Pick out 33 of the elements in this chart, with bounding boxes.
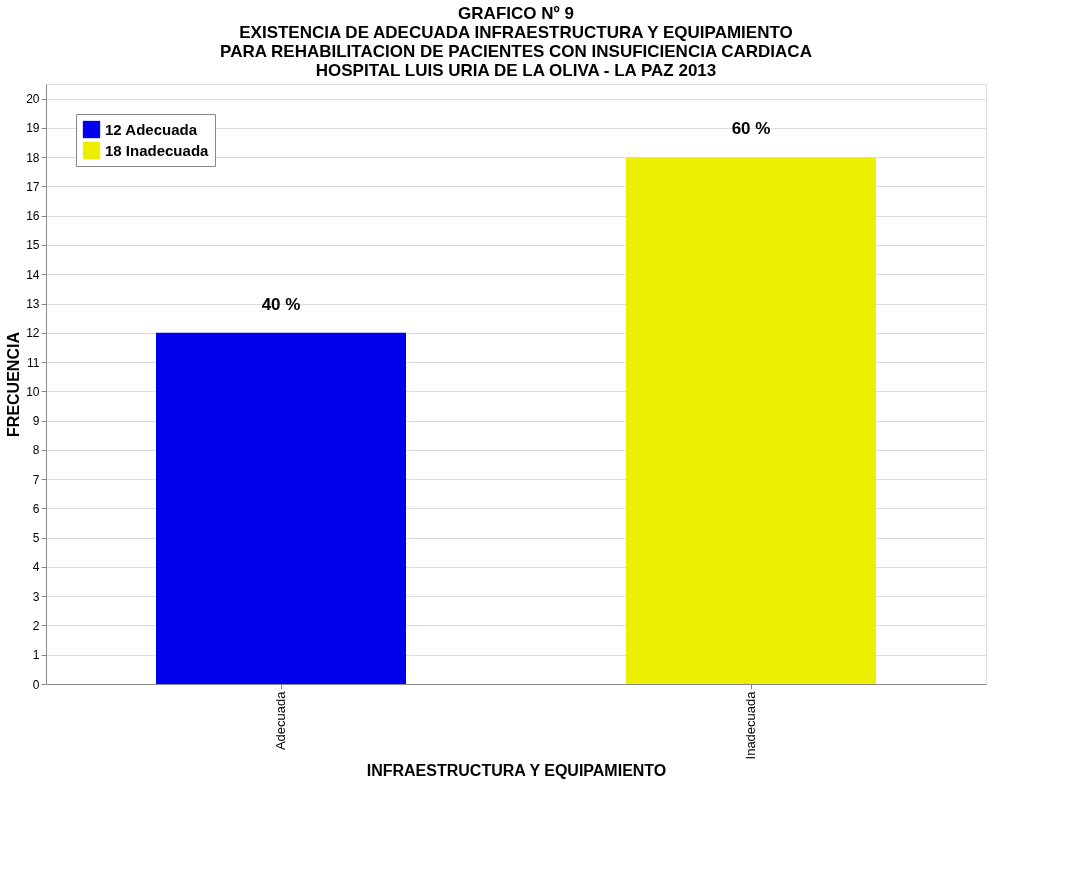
y-tick-label: 2 bbox=[32, 618, 40, 633]
y-tick-label: 16 bbox=[26, 209, 40, 224]
legend-label: 18 Inadecuada bbox=[105, 141, 210, 159]
y-tick-label: 14 bbox=[26, 267, 40, 282]
legend-label: 12 Adecuada bbox=[105, 120, 198, 138]
y-tick-label: 9 bbox=[32, 414, 40, 429]
y-tick-label: 17 bbox=[26, 179, 40, 194]
x-tick-label: Adecuada bbox=[273, 690, 288, 751]
y-tick-label: 10 bbox=[26, 384, 40, 399]
y-tick-label: 7 bbox=[32, 472, 40, 487]
x-axis-title: INFRAESTRUCTURA Y EQUIPAMIENTO bbox=[366, 762, 667, 780]
y-tick-label: 3 bbox=[32, 589, 40, 604]
y-tick-label: 0 bbox=[32, 677, 40, 692]
x-tick-label: Inadecuada bbox=[743, 690, 758, 760]
y-tick-label: 8 bbox=[32, 443, 40, 458]
y-tick-label: 6 bbox=[32, 501, 40, 516]
text: HOSPITAL LUIS URIA DE LA OLIVA - LA PAZ 2013 bbox=[315, 61, 717, 80]
y-tick-label: 4 bbox=[32, 560, 40, 575]
y-tick-label: 19 bbox=[26, 121, 40, 136]
y-tick-label: 13 bbox=[26, 297, 40, 312]
y-tick-label: 12 bbox=[26, 326, 40, 341]
annotation: 60 % bbox=[731, 119, 771, 139]
y-tick-label: 1 bbox=[32, 648, 40, 663]
y-tick-label: 20 bbox=[26, 92, 40, 107]
y-tick-label: 15 bbox=[26, 238, 40, 253]
y-tick-label: 5 bbox=[32, 531, 40, 546]
text: EXISTENCIA DE ADECUADA INFRAESTRUCTURA Y EQUIPAMIENTO bbox=[239, 23, 793, 42]
annotation: 40 % bbox=[261, 294, 301, 314]
text: PARA REHABILITACION DE PACIENTES CON INSUFICIENCIA CARDIACA bbox=[220, 42, 812, 61]
y-tick-label: 18 bbox=[26, 150, 40, 165]
text: GRAFICO Nº 9 bbox=[458, 4, 574, 23]
y-tick-label: 11 bbox=[27, 355, 40, 370]
y-axis-title: FRECUENCIA bbox=[5, 331, 23, 437]
